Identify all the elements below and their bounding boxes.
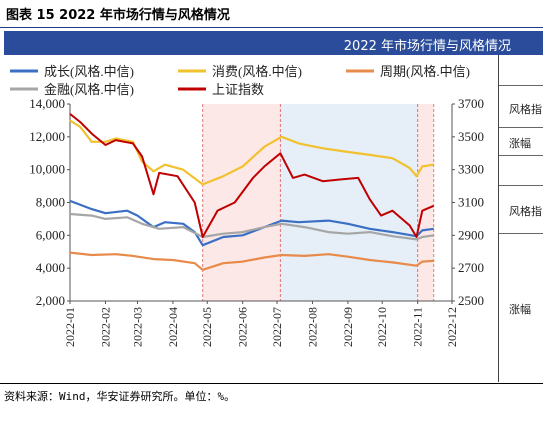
figure-title: 图表 15 2022 年市场行情与风格情况 <box>6 8 230 23</box>
y-right-tick-label: 3700 <box>458 96 484 111</box>
y-left-tick-label: 14,000 <box>29 96 65 111</box>
table-rule <box>499 233 543 234</box>
table-rule <box>499 127 543 128</box>
table-rule <box>499 155 543 156</box>
x-tick-label: 2022-12 <box>445 307 459 347</box>
x-tick-label: 2022-05 <box>200 307 214 347</box>
series-line-consumer <box>69 119 434 186</box>
shaded-periods <box>202 104 435 301</box>
chart-banner: 2022 年市场行情与风格情况 <box>4 31 543 55</box>
x-tick-label: 2022-03 <box>130 307 144 347</box>
y-left-tick-label: 2,000 <box>36 293 65 308</box>
x-tick-label: 2022-06 <box>236 307 250 347</box>
y-left-tick-label: 12,000 <box>29 129 65 144</box>
market-style-chart: 成长(风格.中信) 消费(风格.中信) 周期(风格.中信) 金融(风格.中信) 上证指数… <box>10 64 484 347</box>
x-tick-label: 2022-01 <box>63 307 77 347</box>
y-left-tick-label: 8,000 <box>36 195 65 210</box>
y-left-tick-label: 6,000 <box>36 227 65 242</box>
y-right-tick-label: 2900 <box>458 227 484 242</box>
shaded-period <box>280 104 418 301</box>
y-right-tick-label: 2700 <box>458 260 484 275</box>
y-right-tick-label: 3100 <box>458 195 484 210</box>
series-lines <box>69 113 435 271</box>
style-summary-table: 风格指 涨幅 风格指 涨幅 <box>498 55 543 382</box>
chart-axes: 2,000 4,000 6,000 8,000 10,000 12,000 14,000 25… <box>29 96 484 347</box>
y-left-tick-label: 4,000 <box>36 260 65 275</box>
legend-label: 上证指数 <box>212 82 264 97</box>
legend-label: 金融(风格.中信) <box>44 82 134 97</box>
table-cell: 涨幅 <box>509 137 531 150</box>
chart-legend: 成长(风格.中信) 消费(风格.中信) 周期(风格.中信) 金融(风格.中信) 上证指数 <box>10 64 470 97</box>
source-note: 资料来源：Wind，华安证券研究所。单位：%。 <box>4 390 236 403</box>
x-tick-label: 2022-07 <box>270 307 284 347</box>
shaded-period <box>202 104 281 301</box>
x-tick-label: 2022-02 <box>98 307 112 347</box>
x-tick-label: 2022-09 <box>341 307 355 347</box>
shaded-period <box>417 104 434 301</box>
table-rule <box>499 85 543 86</box>
table-cell: 涨幅 <box>509 303 531 316</box>
table-cell: 风格指 <box>509 205 542 218</box>
series-line-growth <box>69 199 434 247</box>
series-line-cyclical <box>69 251 434 271</box>
x-tick-label: 2022-04 <box>166 307 180 347</box>
series-line-financial <box>69 212 434 241</box>
bottom-rule <box>0 383 543 384</box>
x-tick-label: 2022-08 <box>305 307 319 347</box>
legend-label: 周期(风格.中信) <box>380 64 470 79</box>
legend-label: 成长(风格.中信) <box>44 64 134 79</box>
x-tick-label: 2022-10 <box>375 307 389 347</box>
x-tick-label: 2022-11 <box>411 307 425 347</box>
y-right-tick-label: 3500 <box>458 129 484 144</box>
legend-label: 消费(风格.中信) <box>212 64 302 79</box>
series-line-shanghai <box>69 113 435 238</box>
y-right-tick-label: 3300 <box>458 162 484 177</box>
banner-title: 2022 年市场行情与风格情况 <box>343 39 511 54</box>
table-cell: 风格指 <box>509 103 542 116</box>
y-right-tick-label: 2500 <box>458 293 484 308</box>
table-rule <box>499 185 543 186</box>
y-left-tick-label: 10,000 <box>29 162 65 177</box>
title-rule <box>0 27 543 28</box>
